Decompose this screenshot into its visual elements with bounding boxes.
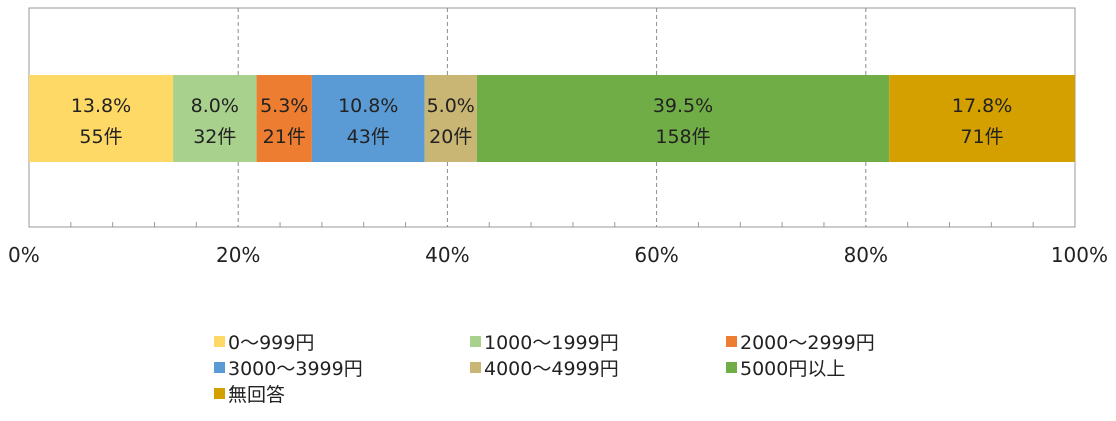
segment-count-label: 20件 [429,126,472,148]
legend-item: 0～999円 [214,330,314,356]
segment-count-label: 21件 [263,126,306,148]
bar-segment-5 [476,75,890,162]
segment-percent-label: 10.8% [338,95,398,117]
legend-swatch [470,336,481,347]
legend-item: 4000～4999円 [470,356,619,382]
bar-segments [29,75,1075,162]
legend-item: 無回答 [214,382,285,408]
segment-percent-label: 5.3% [260,95,308,117]
segment-count-label: 158件 [655,126,710,148]
bar-segment-3 [311,75,425,162]
segment-count-label: 71件 [960,126,1003,148]
x-tick-label: 20% [216,243,260,267]
x-tick-label: 40% [425,243,469,267]
segment-percent-label: 17.8% [952,95,1012,117]
legend-label: 1000～1999円 [484,332,619,354]
legend-label: 4000～4999円 [484,358,619,380]
legend-label: 2000～2999円 [740,332,875,354]
x-tick-label: 80% [844,243,888,267]
segment-count-label: 43件 [347,126,390,148]
legend-label: 5000円以上 [740,358,846,380]
legend-swatch [214,388,225,399]
segment-percent-label: 13.8% [71,95,131,117]
legend-label: 0～999円 [228,332,315,354]
segment-count-label: 55件 [79,126,122,148]
segment-count-label: 32件 [193,126,236,148]
x-axis-ticks: 0% 20% 40% 60% 80% 100% [8,243,1108,267]
stacked-bar-chart: 13.8% 55件 8.0% 32件 5.3% 21件 10.8% 43件 5.0% 20件 39.… [8,7,1108,267]
x-tick-label: 100% [1051,243,1108,267]
legend-swatch [214,362,225,373]
gridlines [237,8,867,227]
minor-ticks [70,222,1034,227]
legend-item: 2000～2999円 [726,330,875,356]
legend-label: 無回答 [228,384,286,406]
segment-percent-label: 5.0% [427,95,475,117]
legend-swatch [214,336,225,347]
legend-label: 3000～3999円 [228,358,363,380]
bar-segment-6 [889,75,1075,162]
segment-percent-label: 8.0% [191,95,239,117]
legend-swatch [726,336,737,347]
bar-segment-1 [173,75,257,162]
bar-segment-4 [424,75,477,162]
x-tick-label: 60% [634,243,678,267]
x-tick-label: 0% [8,243,40,267]
legend-item: 5000円以上 [726,356,845,382]
segment-percent-label: 39.5% [653,95,713,117]
segment-labels: 13.8% 55件 8.0% 32件 5.3% 21件 10.8% 43件 5.0% 20件 39.… [71,95,1012,148]
legend-swatch [470,362,481,373]
bar-segment-2 [256,75,312,162]
legend-item: 1000～1999円 [470,330,619,356]
legend-swatch [726,362,737,373]
bar-segment-0 [29,75,174,162]
legend-item: 3000～3999円 [214,356,363,382]
